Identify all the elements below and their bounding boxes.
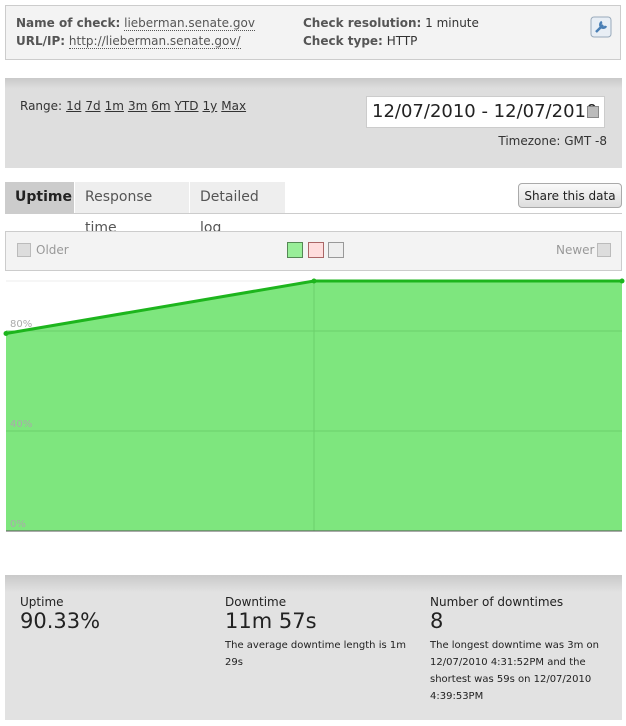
- range-option[interactable]: 6m: [151, 99, 171, 113]
- share-button[interactable]: Share this data: [518, 183, 622, 208]
- stat-note: The average downtime length is 1m 29s: [225, 640, 406, 668]
- stat-note: The longest downtime was 3m on 12/07/201…: [430, 640, 600, 702]
- point: [3, 331, 9, 336]
- tab[interactable]: Response time: [75, 182, 189, 236]
- y-tick-label: 0%: [10, 519, 26, 530]
- check-info: Name of check: lieberman.senate.gov URL/…: [5, 5, 621, 60]
- stat-label: Number of downtimes: [430, 595, 564, 609]
- divider: [5, 213, 622, 214]
- range-option[interactable]: 1d: [66, 99, 82, 113]
- range-option[interactable]: Max: [221, 99, 247, 113]
- stat-label: Downtime: [225, 595, 287, 609]
- point: [311, 278, 317, 284]
- older[interactable]: Older: [36, 243, 69, 257]
- label: Check resolution:: [303, 16, 422, 30]
- range-option[interactable]: YTD: [174, 99, 199, 113]
- edit-icon[interactable]: [590, 16, 612, 38]
- chart-nav: Older Newer: [5, 231, 622, 271]
- check-name[interactable]: lieberman.senate.gov: [124, 16, 255, 31]
- tab[interactable]: Detailed log: [190, 182, 285, 236]
- range-option[interactable]: 3m: [127, 99, 148, 113]
- range-option[interactable]: 1m: [104, 99, 124, 113]
- chart-type-icon[interactable]: [287, 242, 303, 258]
- y-tick-label: 80%: [10, 319, 32, 330]
- stat-value: 8: [430, 609, 444, 633]
- chart-type-icon[interactable]: [308, 242, 324, 258]
- stat-label: Uptime: [20, 595, 64, 609]
- stat-value: 90.33%: [20, 609, 101, 633]
- range-option[interactable]: 7d: [85, 99, 101, 113]
- value: HTTP: [386, 34, 418, 48]
- newer-arrow[interactable]: [597, 243, 611, 257]
- date-range[interactable]: 12/07/2010 - 12/07/2010: [366, 96, 605, 128]
- range-panel: Range: 1d 7d 1m 3m 6m YTD 1y Max 12/07/2010 - 12…: [5, 78, 622, 168]
- older-arrow[interactable]: [17, 243, 31, 257]
- chart-type-icon[interactable]: [328, 242, 344, 258]
- range-option[interactable]: 1y: [202, 99, 218, 113]
- newer[interactable]: Newer: [556, 243, 595, 257]
- value: 1 minute: [425, 16, 479, 30]
- label: Check type:: [303, 34, 383, 48]
- range-label: Range:: [20, 99, 63, 113]
- chart: 0% 40% 80%: [3, 278, 625, 532]
- label: URL/IP:: [16, 34, 66, 48]
- stats-panel: Uptime 90.33% Downtime 11m 57s The avera…: [5, 575, 622, 720]
- y-tick-label: 40%: [10, 419, 32, 430]
- date-text: 12/07/2010 - 12/07/2010: [372, 101, 598, 122]
- point: [619, 278, 625, 284]
- timezone: Timezone: GMT -8: [498, 134, 607, 148]
- check-url[interactable]: http://lieberman.senate.gov/: [68, 34, 241, 49]
- label: Name of check:: [16, 16, 121, 30]
- stat-value: 11m 57s: [225, 609, 317, 633]
- tab[interactable]: Uptime: [5, 182, 74, 213]
